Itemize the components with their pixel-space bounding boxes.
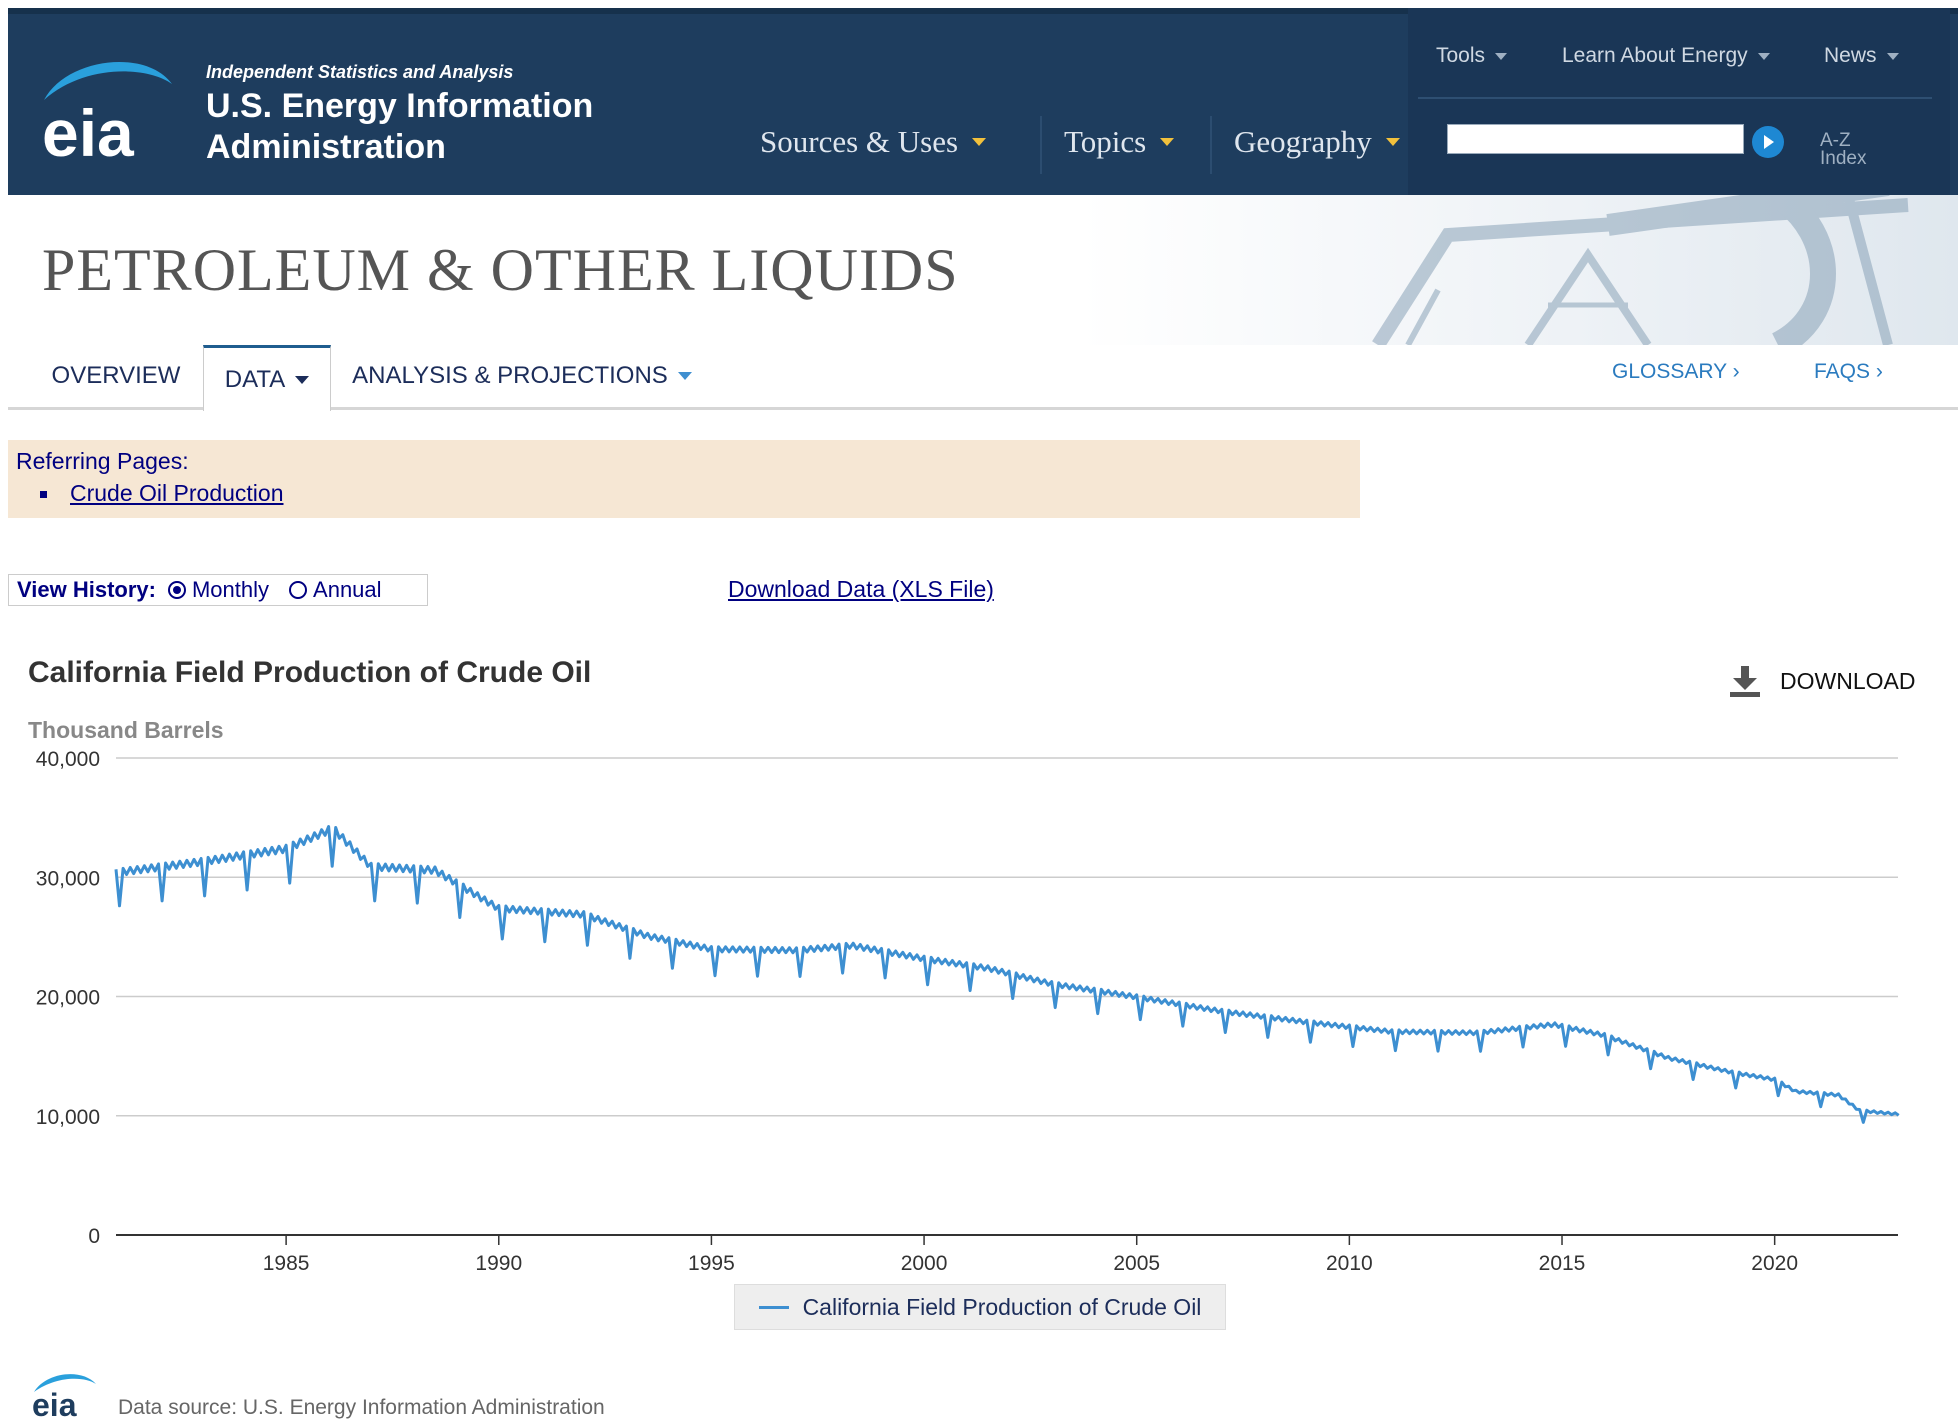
data-source-note: Data source: U.S. Energy Information Adm… — [118, 1396, 605, 1419]
x-tick-label: 1995 — [688, 1252, 735, 1275]
learn-about-energy-menu[interactable]: Learn About Energy — [1562, 44, 1770, 68]
tools-label: Tools — [1436, 44, 1486, 67]
news-label: News — [1824, 44, 1877, 67]
x-tick-label: 2020 — [1751, 1252, 1798, 1275]
search-input[interactable] — [1447, 124, 1744, 154]
referring-pages-box — [8, 440, 1360, 518]
chart-plot: Thousand Barrels 0 10,000 20,000 30,000 40,0… — [28, 717, 1900, 1275]
tagline: Independent Statistics and Analysis — [206, 62, 514, 82]
nav-sources-uses[interactable]: Sources & Uses — [760, 124, 987, 160]
header-utility-panel — [1408, 8, 1950, 195]
download-icon — [1730, 666, 1760, 697]
svg-text:eia: eia — [32, 1387, 77, 1420]
chevron-down-icon — [1160, 138, 1175, 146]
tab-overview[interactable]: OVERVIEW — [30, 345, 202, 407]
pumpjack-illustration — [1372, 195, 1909, 345]
nav-label: Geography — [1234, 124, 1372, 159]
y-axis-label: Thousand Barrels — [28, 717, 224, 743]
eia-footer-logo-icon: eia — [32, 1374, 96, 1420]
x-tick-label: 1990 — [475, 1252, 522, 1275]
y-tick-label: 10,000 — [36, 1106, 100, 1129]
y-tick-label: 0 — [88, 1225, 100, 1248]
header-top-line — [8, 8, 1958, 14]
view-history-selector: View History: Monthly Annual — [8, 574, 428, 606]
nav-label: Sources & Uses — [760, 124, 959, 159]
az-index-label: A-Z Index — [1820, 130, 1867, 169]
monthly-label[interactable]: Monthly — [191, 577, 270, 602]
y-tick-label: 30,000 — [36, 867, 100, 890]
series-line — [114, 825, 1900, 1124]
eia-logo-icon[interactable]: eia — [36, 52, 176, 162]
glossary-link[interactable]: GLOSSARY › — [1612, 360, 1740, 383]
y-tick-labels: 0 10,000 20,000 30,000 40,000 — [36, 748, 100, 1248]
grid-layer — [116, 757, 1898, 1236]
chart-legend[interactable]: California Field Production of Crude Oil — [734, 1284, 1226, 1330]
annual-label[interactable]: Annual — [313, 577, 382, 602]
tab-data[interactable]: DATA — [203, 345, 331, 411]
y-tick-label: 20,000 — [36, 987, 100, 1010]
utility-divider — [1418, 97, 1932, 99]
x-tick-labels: 1985 1990 1995 2000 2005 2010 2015 2020 — [263, 1235, 1798, 1275]
legend-label: California Field Production of Crude Oil — [802, 1293, 1202, 1320]
faqs-link[interactable]: FAQS › — [1814, 360, 1883, 383]
legend-swatch — [758, 1305, 789, 1309]
nav-topics[interactable]: Topics — [1064, 124, 1175, 160]
svg-text:eia: eia — [42, 96, 135, 162]
download-xls-link[interactable]: Download Data (XLS File) — [728, 576, 994, 602]
view-history-label: View History: — [17, 577, 156, 602]
nav-divider — [1210, 116, 1212, 174]
download-label: DOWNLOAD — [1780, 667, 1916, 694]
tab-analysis-projections[interactable]: ANALYSIS & PROJECTIONS — [332, 345, 712, 407]
chart-title: California Field Production of Crude Oil — [28, 656, 592, 689]
monthly-radio[interactable] — [167, 581, 186, 599]
nav-divider — [1040, 116, 1042, 174]
tab-label: OVERVIEW — [51, 362, 181, 389]
news-menu[interactable]: News — [1824, 44, 1899, 68]
y-tick-label: 40,000 — [36, 748, 100, 771]
x-tick-label: 2000 — [901, 1252, 948, 1275]
org-name[interactable]: U.S. Energy Information Administration — [206, 87, 594, 166]
section-subnav — [8, 345, 1958, 410]
tools-menu[interactable]: Tools — [1436, 44, 1508, 68]
chevron-down-icon — [972, 138, 987, 146]
chevron-down-icon — [1495, 52, 1508, 60]
chevron-down-icon — [1757, 52, 1770, 60]
x-tick-label: 1985 — [263, 1252, 310, 1275]
nav-label: Topics — [1064, 124, 1147, 159]
chevron-down-icon — [677, 372, 692, 380]
x-tick-label: 2010 — [1326, 1252, 1373, 1275]
section-banner — [8, 195, 1958, 345]
download-button[interactable]: DOWNLOAD — [1728, 664, 1915, 698]
nav-geography[interactable]: Geography — [1234, 124, 1400, 160]
chevron-down-icon — [1886, 52, 1899, 60]
x-tick-label: 2015 — [1539, 1252, 1586, 1275]
annual-radio[interactable] — [289, 581, 308, 599]
page-title: PETROLEUM & OTHER LIQUIDS — [42, 237, 959, 303]
chevron-down-icon — [295, 375, 310, 384]
tab-label: DATA — [224, 365, 286, 393]
x-tick-label: 2005 — [1113, 1252, 1160, 1275]
learn-label: Learn About Energy — [1562, 44, 1748, 67]
referring-pages-title: Referring Pages: — [16, 448, 189, 474]
bullet-icon — [40, 491, 47, 498]
tab-label: ANALYSIS & PROJECTIONS — [352, 362, 668, 389]
chevron-down-icon — [1385, 138, 1400, 146]
search-submit-button[interactable] — [1752, 126, 1784, 158]
crude-oil-production-link[interactable]: Crude Oil Production — [70, 480, 284, 506]
az-index-link[interactable]: A-Z Index — [1820, 130, 1878, 169]
